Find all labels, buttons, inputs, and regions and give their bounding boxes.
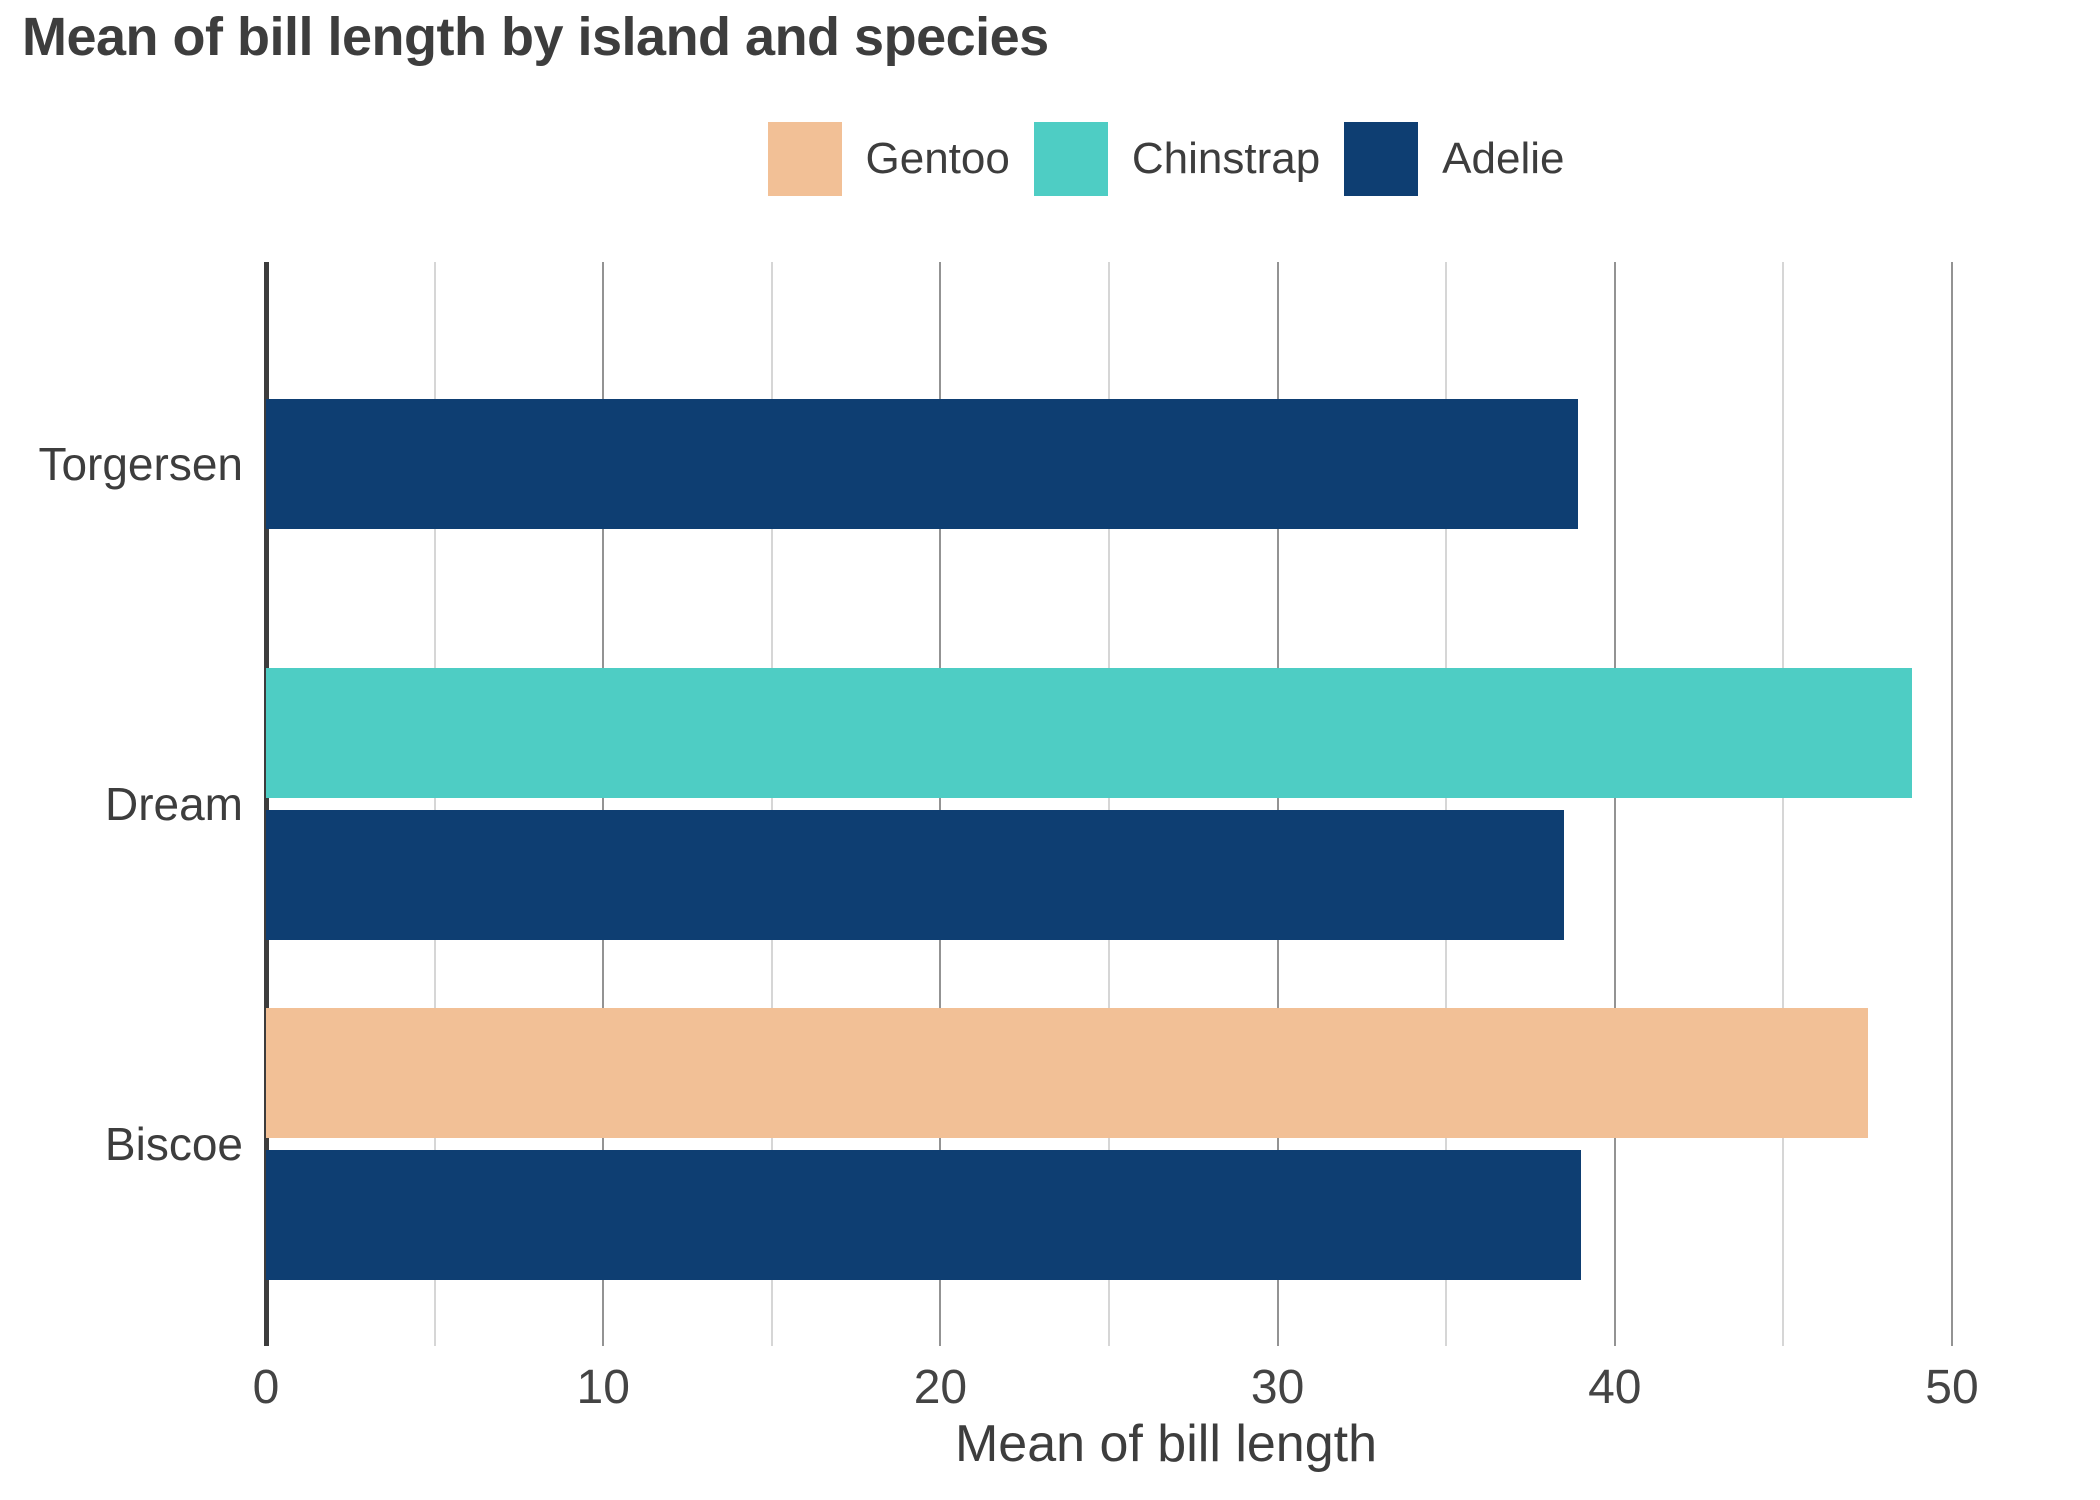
- gridline-major-20: [939, 262, 942, 1346]
- legend-item-adelie: Adelie: [1344, 122, 1564, 196]
- x-axis-tick-labels: 0 10 20 30 40 50: [253, 1360, 2066, 1420]
- legend-label-gentoo: Gentoo: [865, 134, 1010, 183]
- bar-chinstrap-dream: [266, 668, 1912, 798]
- bar-gentoo-biscoe: [266, 1008, 1868, 1138]
- bar-adelie-dream: [266, 810, 1565, 940]
- x-tick-label-50: 50: [1925, 1361, 1979, 1414]
- y-axis-line: [264, 262, 269, 1346]
- gridline-major-50: [1951, 262, 1953, 1346]
- legend: Gentoo Chinstrap Adelie: [266, 121, 2066, 197]
- legend-swatch-adelie: [1344, 122, 1419, 196]
- category-axis-labels: Torgersen Dream Biscoe: [0, 262, 243, 1346]
- legend-swatch-chinstrap: [1033, 122, 1108, 196]
- category-label-torgersen: Torgersen: [38, 438, 243, 490]
- gridline-minor-25: [1108, 262, 1110, 1346]
- gridline-minor-45: [1782, 262, 1785, 1346]
- gridline-major-10: [602, 262, 605, 1346]
- legend-item-chinstrap: Chinstrap: [1033, 122, 1321, 196]
- chart-title: Mean of bill length by island and specie…: [22, 7, 1049, 67]
- legend-label-adelie: Adelie: [1442, 134, 1565, 183]
- legend-swatch-gentoo: [767, 122, 842, 196]
- gridline-minor-35: [1445, 262, 1448, 1346]
- gridline-major-30: [1276, 262, 1279, 1346]
- gridline-minor-15: [770, 262, 773, 1346]
- gridline-major-40: [1613, 262, 1616, 1346]
- x-tick-label-0: 0: [252, 1361, 280, 1414]
- legend-label-chinstrap: Chinstrap: [1131, 134, 1321, 183]
- x-tick-label-20: 20: [913, 1361, 968, 1414]
- x-tick-label-40: 40: [1588, 1361, 1642, 1414]
- gridline-minor-5: [433, 262, 436, 1346]
- bar-adelie-torgersen: [266, 399, 1578, 529]
- x-tick-label-10: 10: [576, 1361, 630, 1414]
- category-label-biscoe: Biscoe: [104, 1118, 243, 1170]
- bar-adelie-biscoe: [266, 1150, 1582, 1280]
- x-tick-label-30: 30: [1250, 1361, 1305, 1414]
- plot-panel: [264, 262, 2066, 1346]
- category-label-dream: Dream: [104, 778, 243, 830]
- legend-item-gentoo: Gentoo: [767, 122, 1010, 196]
- x-axis-title: Mean of bill length: [954, 1415, 1378, 1473]
